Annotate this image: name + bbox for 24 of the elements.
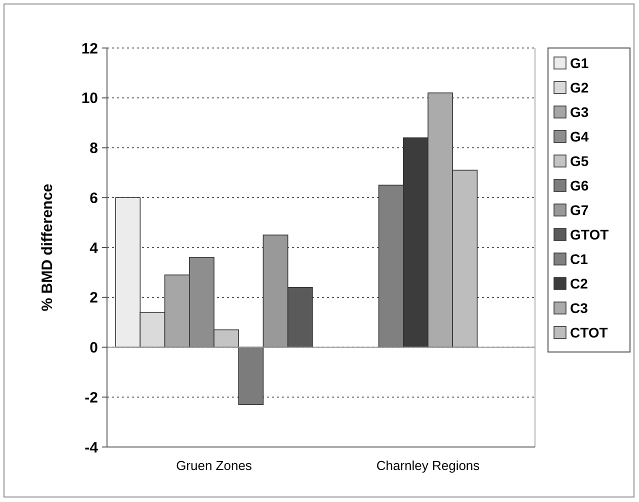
legend-label: G4	[570, 128, 589, 144]
legend-label: C3	[570, 300, 588, 316]
legend-label: C1	[570, 250, 588, 267]
legend-label: CTOT	[570, 324, 608, 340]
y-tick-label: 10	[81, 90, 98, 108]
legend-label: G2	[570, 79, 589, 96]
legend-label: C2	[570, 275, 588, 292]
y-tick-label: 2	[90, 290, 98, 307]
y-tick-label: 6	[90, 190, 98, 207]
y-tick-label: -2	[84, 389, 98, 406]
x-tick-label: Charnley Regions	[376, 458, 480, 473]
legend-label: G1	[570, 54, 589, 71]
x-tick-label: Gruen Zones	[176, 458, 252, 473]
legend-label: G3	[570, 104, 589, 120]
y-axis-title: % BMD difference	[39, 184, 56, 312]
y-tick-label: 0	[90, 340, 98, 356]
legend-label: G6	[570, 177, 589, 194]
y-tick-label: 8	[90, 140, 98, 157]
legend-label: GTOT	[570, 226, 610, 242]
y-tick-label: 4	[90, 240, 99, 257]
legend-label: G5	[570, 152, 589, 169]
y-tick-label: 12	[81, 40, 98, 58]
y-tick-label: -4	[84, 439, 99, 456]
legend-label: G7	[570, 202, 589, 218]
